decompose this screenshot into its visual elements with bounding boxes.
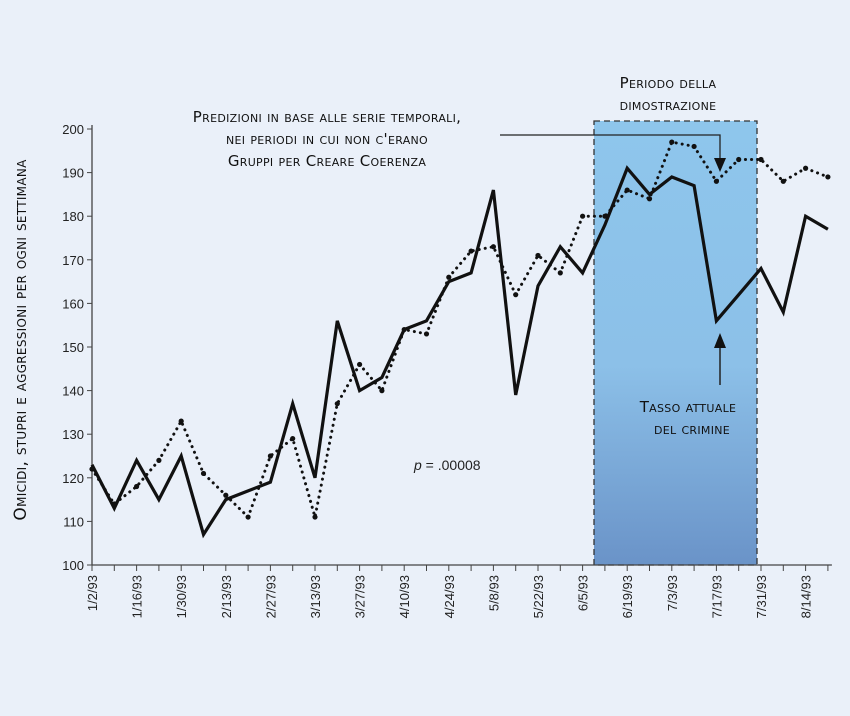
actual-label-line2: del crimine — [654, 420, 730, 438]
predicted-point — [758, 156, 764, 163]
period-label-line1: Periodo della — [620, 74, 717, 92]
actual-series-line — [90, 165, 829, 539]
prediction-label-line3: Gruppi per Creare Coerenza — [228, 152, 426, 170]
predicted-point — [267, 453, 273, 459]
predicted-point — [736, 156, 742, 163]
y-axis-label: Omicidi, stupri e aggressioni per ogni s… — [11, 159, 31, 521]
x-tick-label: 8/14/93 — [799, 575, 814, 618]
predicted-point — [156, 457, 162, 463]
predicted-point — [780, 178, 786, 184]
x-tick-label: 2/27/93 — [263, 575, 278, 618]
y-tick-label: 110 — [63, 514, 84, 529]
predicted-point — [580, 213, 586, 219]
x-tick-label: 3/13/93 — [308, 575, 323, 618]
predicted-point — [111, 501, 117, 507]
x-tick-label: 1/30/93 — [174, 575, 189, 618]
prediction-arrowhead-icon — [714, 158, 726, 172]
y-tick-label: 190 — [62, 166, 84, 181]
predicted-point — [245, 514, 251, 520]
actual-label-line1: Tasso attuale — [639, 398, 737, 416]
prediction-label-line2: nei periodi in cui non c'erano — [226, 130, 428, 148]
predicted-point — [446, 274, 452, 280]
predicted-point — [134, 483, 140, 490]
p-value: p = .00008 — [413, 457, 481, 473]
prediction-label-line1: Predizioni in base alle serie temporali, — [193, 108, 461, 126]
y-tick-label: 130 — [62, 427, 84, 442]
predicted-point — [825, 174, 831, 180]
predicted-point — [691, 143, 697, 150]
predicted-point — [334, 401, 340, 407]
y-tick-label: 160 — [62, 296, 84, 311]
x-tick-label: 7/3/93 — [665, 575, 680, 611]
predicted-series-line — [90, 140, 830, 520]
predicted-point — [535, 252, 541, 259]
predicted-point — [803, 165, 809, 171]
predicted-point — [490, 244, 496, 250]
predicted-point — [557, 270, 563, 276]
x-tick-label: 7/31/93 — [754, 575, 769, 618]
x-tick-label: 6/19/93 — [620, 575, 635, 618]
x-tick-label: 5/22/93 — [531, 575, 546, 618]
predicted-point — [401, 326, 407, 333]
y-tick-label: 150 — [62, 340, 84, 355]
predicted-point — [312, 514, 318, 520]
y-tick-label: 120 — [62, 471, 84, 486]
predicted-point — [602, 213, 608, 219]
y-tick-label: 180 — [62, 209, 84, 224]
x-tick-label: 4/10/93 — [397, 575, 412, 618]
predicted-point — [423, 331, 430, 337]
x-tick-label: 1/2/93 — [85, 575, 100, 611]
x-tick-label: 7/17/93 — [709, 575, 724, 618]
predicted-point — [290, 435, 296, 442]
y-tick-label: 100 — [62, 558, 84, 573]
x-tick-label: 1/16/93 — [130, 575, 145, 618]
predicted-point — [89, 466, 95, 472]
y-tick-label: 140 — [62, 384, 84, 399]
x-tick-label: 2/13/93 — [219, 575, 234, 618]
predicted-point — [357, 361, 363, 368]
predicted-point — [468, 248, 474, 254]
predicted-point — [646, 196, 653, 202]
predicted-point — [178, 418, 184, 424]
predicted-point — [513, 292, 519, 298]
y-tick-label: 200 — [62, 122, 84, 137]
predicted-point — [200, 470, 207, 477]
actual-arrowhead-icon — [714, 333, 726, 348]
predicted-point — [669, 139, 675, 145]
predicted-point — [624, 187, 630, 193]
x-tick-label: 5/8/93 — [486, 575, 501, 611]
prediction-arrow — [500, 134, 721, 160]
period-label-line2: dimostrazione — [620, 96, 717, 114]
predicted-point — [379, 388, 385, 394]
x-tick-label: 4/24/93 — [442, 575, 457, 618]
y-tick-label: 170 — [62, 253, 84, 268]
predicted-point — [223, 492, 229, 498]
x-tick-label: 6/5/93 — [576, 575, 591, 611]
predicted-point — [713, 178, 720, 184]
x-tick-label: 3/27/93 — [353, 575, 368, 618]
